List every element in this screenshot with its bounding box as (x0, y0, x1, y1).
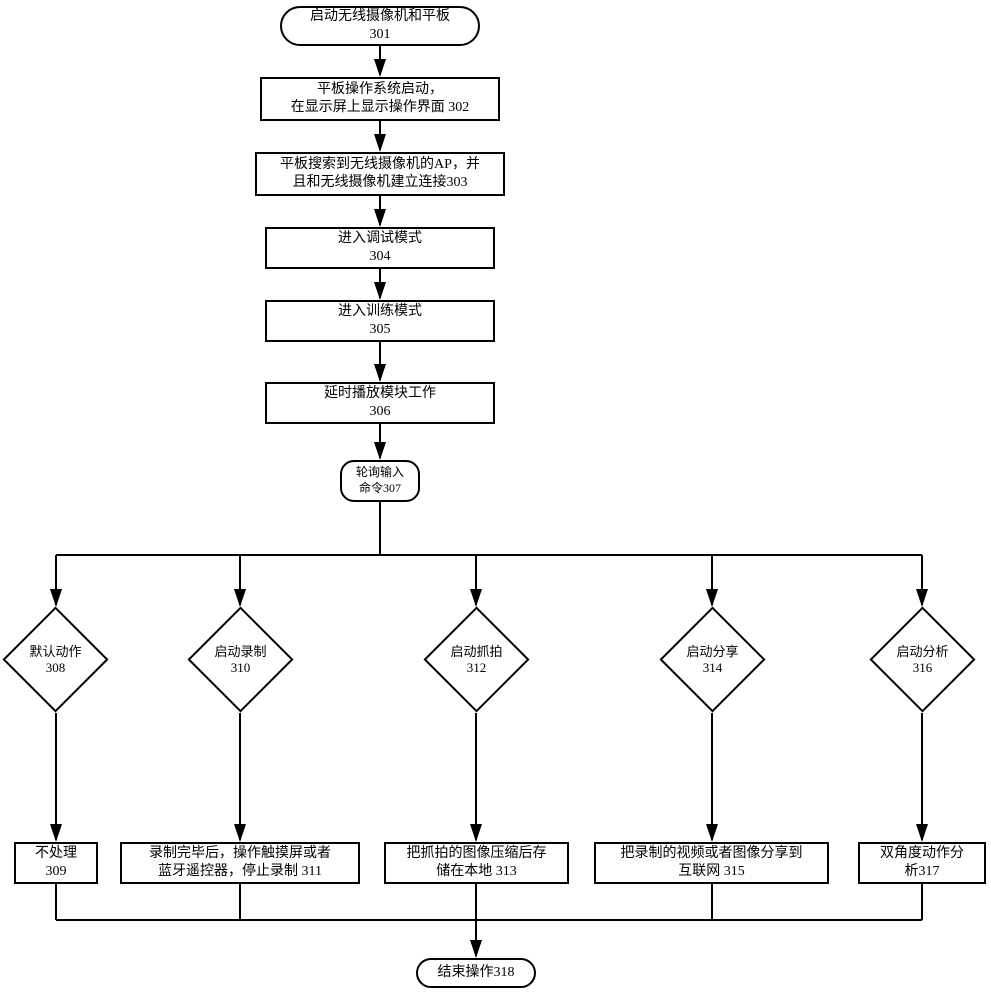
n314-line1: 启动分享 (686, 644, 738, 660)
n309-line1: 不处理 (35, 845, 77, 863)
node-306: 延时播放模块工作 306 (265, 382, 495, 424)
node-306-line1: 延时播放模块工作 (324, 385, 436, 403)
diamond-314-label: 启动分享 314 (665, 640, 760, 680)
node-305: 进入训练模式 305 (265, 300, 495, 342)
node-304-line1: 进入调试模式 (338, 230, 422, 248)
diamond-310-label: 启动录制 310 (193, 640, 288, 680)
node-315: 把录制的视频或者图像分享到 互联网 315 (594, 842, 829, 884)
n312-line2: 312 (467, 660, 487, 676)
n316-line1: 启动分析 (896, 644, 948, 660)
diamond-312-label: 启动抓拍 312 (429, 640, 524, 680)
n315-line2: 互联网 315 (678, 863, 745, 881)
n316-line2: 316 (913, 660, 933, 676)
node-303: 平板搜索到无线摄像机的AP，并 且和无线摄像机建立连接303 (255, 152, 505, 196)
node-302-line1: 平板操作系统启动， (317, 81, 443, 99)
node-318: 结束操作318 (416, 958, 536, 988)
node-307: 轮询输入 命令307 (340, 460, 420, 502)
n309-line2: 309 (46, 863, 67, 881)
n313-line2: 储在本地 313 (436, 863, 517, 881)
n313-line1: 把抓拍的图像压缩后存 (407, 845, 547, 863)
n315-line1: 把录制的视频或者图像分享到 (621, 845, 803, 863)
node-305-line2: 305 (370, 321, 391, 339)
n308-line2: 308 (46, 660, 66, 676)
node-317: 双角度动作分 析317 (858, 842, 986, 884)
node-301-line1: 启动无线摄像机和平板 (310, 8, 450, 26)
n317-line1: 双角度动作分 (880, 845, 964, 863)
n311-line1: 录制完毕后，操作触摸屏或者 (149, 845, 331, 863)
node-309: 不处理 309 (14, 842, 98, 884)
node-303-line1: 平板搜索到无线摄像机的AP，并 (280, 156, 480, 174)
node-304: 进入调试模式 304 (265, 227, 495, 269)
node-301-line2: 301 (370, 26, 391, 44)
node-303-line2: 且和无线摄像机建立连接303 (293, 174, 468, 192)
n310-line1: 启动录制 (214, 644, 266, 660)
node-302: 平板操作系统启动， 在显示屏上显示操作界面 302 (260, 77, 500, 121)
n317-line2: 析317 (905, 863, 940, 881)
n308-line1: 默认动作 (29, 644, 81, 660)
node-304-line2: 304 (370, 248, 391, 266)
node-305-line1: 进入训练模式 (338, 303, 422, 321)
n314-line2: 314 (703, 660, 723, 676)
n312-line1: 启动抓拍 (450, 644, 502, 660)
n310-line2: 310 (231, 660, 251, 676)
n311-line2: 蓝牙遥控器，停止录制 311 (158, 863, 322, 881)
node-302-line2: 在显示屏上显示操作界面 302 (291, 99, 470, 117)
diamond-316-label: 启动分析 316 (875, 640, 970, 680)
node-301: 启动无线摄像机和平板 301 (280, 6, 480, 46)
node-313: 把抓拍的图像压缩后存 储在本地 313 (384, 842, 569, 884)
node-311: 录制完毕后，操作触摸屏或者 蓝牙遥控器，停止录制 311 (120, 842, 360, 884)
node-307-line1: 轮询输入 (356, 465, 404, 481)
diamond-308-label: 默认动作 308 (8, 640, 103, 680)
n318-line1: 结束操作318 (438, 964, 515, 982)
node-306-line2: 306 (370, 403, 391, 421)
node-307-line2: 命令307 (359, 481, 401, 497)
